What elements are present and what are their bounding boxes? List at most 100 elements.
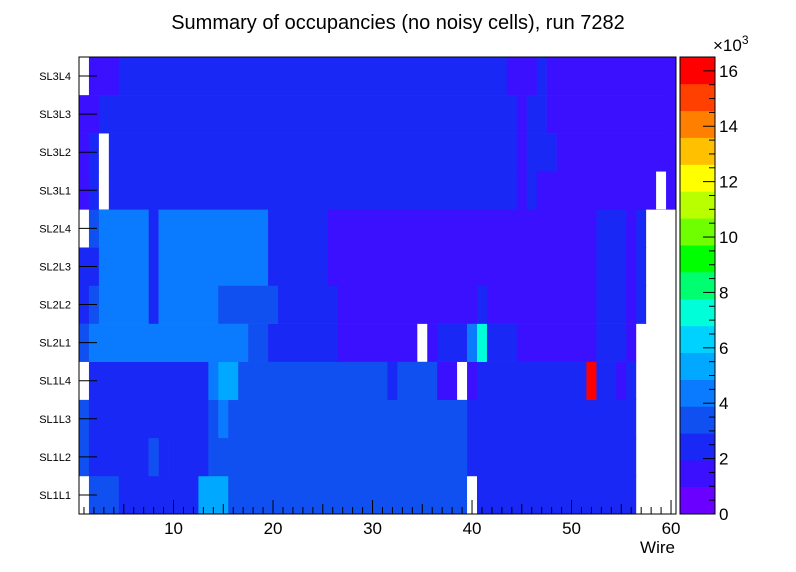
cell-SL2L2 bbox=[596, 285, 627, 324]
cell-SL2L1 bbox=[248, 323, 269, 362]
cell-SL1L4 bbox=[626, 361, 637, 401]
cell-SL1L4 bbox=[88, 361, 209, 401]
cell-SL2L4 bbox=[636, 209, 647, 248]
cell-SL2L1 bbox=[467, 323, 478, 362]
cell-SL2L2 bbox=[287, 285, 338, 324]
z-tick-label-4: 4 bbox=[719, 394, 728, 413]
cell-SL2L2 bbox=[337, 285, 478, 324]
empty-cell-SL2L3 bbox=[646, 247, 676, 286]
cell-SL2L1 bbox=[118, 323, 179, 362]
cell-SL1L2 bbox=[407, 437, 418, 477]
empty-cell-SL2L2 bbox=[646, 285, 676, 324]
cell-SL3L3 bbox=[546, 95, 677, 134]
z-multiplier-exponent: 3 bbox=[742, 33, 749, 47]
palette-swatch bbox=[680, 272, 715, 300]
palette-swatch bbox=[680, 83, 715, 112]
cell-SL2L4 bbox=[158, 209, 269, 248]
cell-SL2L2 bbox=[477, 285, 488, 324]
z-axis: 0 2 4 6 8 10 12 14 16 bbox=[703, 57, 738, 524]
z-tick-label-0: 0 bbox=[719, 505, 728, 524]
cell-SL3L4 bbox=[506, 57, 537, 96]
z-axis-multiplier: ×103 bbox=[713, 33, 749, 55]
cell-SL2L1 bbox=[477, 323, 488, 362]
cell-SL1L2 bbox=[158, 437, 169, 477]
cell-SL1L4 bbox=[467, 361, 478, 401]
cell-SL3L1 bbox=[526, 171, 537, 210]
y-tick-label-SL1L2: SL1L2 bbox=[39, 452, 71, 464]
palette-swatch bbox=[680, 460, 715, 488]
cell-SL1L4 bbox=[238, 361, 388, 401]
palette-swatch bbox=[680, 379, 715, 407]
cell-SL3L3 bbox=[516, 95, 528, 134]
cell-SL2L3 bbox=[148, 247, 159, 286]
cell-SL1L4 bbox=[586, 361, 597, 401]
cell-SL3L1 bbox=[516, 171, 528, 210]
cell-SL1L3 bbox=[228, 399, 468, 439]
z-tick-label-6: 6 bbox=[719, 339, 728, 358]
cell-SL3L3 bbox=[98, 95, 518, 134]
z-tick-label-14: 14 bbox=[719, 117, 738, 136]
cell-SL1L4 bbox=[616, 361, 627, 401]
cell-SL2L3 bbox=[596, 247, 627, 286]
z-tick-label-12: 12 bbox=[719, 173, 738, 192]
palette-swatch bbox=[680, 110, 715, 138]
empty-cell-SL3L2 bbox=[98, 133, 109, 172]
cell-SL1L1 bbox=[88, 475, 110, 515]
cell-SL3L2 bbox=[108, 133, 518, 172]
palette-swatch bbox=[680, 137, 715, 165]
z-tick-label-8: 8 bbox=[719, 283, 728, 302]
cell-SL2L1 bbox=[178, 323, 249, 362]
cell-SL1L2 bbox=[467, 437, 637, 477]
palette-swatch bbox=[680, 245, 715, 273]
palette-swatch bbox=[680, 164, 715, 192]
y-tick-label-SL1L3: SL1L3 bbox=[39, 414, 71, 426]
cell-SL1L4 bbox=[387, 361, 398, 401]
cell-SL3L3 bbox=[666, 95, 677, 134]
y-tick-label-SL1L1: SL1L1 bbox=[39, 490, 71, 502]
empty-cell-SL2L1 bbox=[636, 323, 676, 362]
cell-SL2L1 bbox=[268, 323, 338, 362]
cell-SL2L2 bbox=[158, 285, 189, 324]
y-tick-label-SL3L2: SL3L2 bbox=[39, 147, 71, 159]
cell-SL2L2 bbox=[188, 285, 219, 324]
empty-cell-SL3L1 bbox=[98, 171, 109, 210]
cell-SL2L1 bbox=[626, 323, 637, 362]
heatmap-cells bbox=[79, 57, 677, 515]
cell-SL2L4 bbox=[268, 209, 329, 248]
x-tick-label-50: 50 bbox=[562, 519, 581, 538]
empty-cell-SL1L1 bbox=[636, 475, 676, 514]
cell-SL2L1 bbox=[516, 323, 597, 362]
cell-SL2L4 bbox=[626, 209, 637, 248]
y-tick-label-SL3L4: SL3L4 bbox=[39, 71, 71, 83]
empty-cell-SL1L4 bbox=[457, 361, 468, 400]
cell-SL3L2 bbox=[516, 133, 528, 172]
cell-SL1L2 bbox=[148, 437, 159, 477]
cell-SL2L2 bbox=[486, 285, 597, 324]
palette-swatch bbox=[680, 487, 715, 515]
x-axis-title: Wire bbox=[640, 538, 675, 557]
empty-cell-SL1L1 bbox=[467, 475, 477, 514]
cell-SL1L4 bbox=[596, 361, 617, 401]
palette-swatch bbox=[680, 325, 715, 354]
cell-SL1L4 bbox=[477, 361, 587, 401]
empty-cell-SL2L4 bbox=[646, 209, 676, 248]
cell-SL1L1 bbox=[118, 475, 199, 515]
empty-cell-SL1L2 bbox=[636, 437, 676, 476]
y-tick-label-SL2L4: SL2L4 bbox=[39, 223, 71, 235]
palette-swatch bbox=[680, 298, 715, 327]
chart-title: Summary of occupancies (no noisy cells),… bbox=[171, 12, 625, 34]
cell-SL1L2 bbox=[168, 437, 209, 477]
cell-SL3L1 bbox=[108, 171, 518, 210]
cell-SL1L3 bbox=[208, 399, 219, 439]
palette-swatch bbox=[680, 218, 715, 246]
cell-SL1L4 bbox=[218, 361, 239, 401]
cell-SL1L3 bbox=[218, 399, 229, 439]
x-tick-label-40: 40 bbox=[463, 519, 482, 538]
cell-SL1L1 bbox=[397, 475, 418, 515]
x-tick-label-30: 30 bbox=[363, 519, 382, 538]
cell-SL2L1 bbox=[596, 323, 627, 362]
cell-SL2L1 bbox=[437, 323, 468, 362]
z-tick-label-10: 10 bbox=[719, 228, 738, 247]
cell-SL1L4 bbox=[397, 361, 438, 401]
